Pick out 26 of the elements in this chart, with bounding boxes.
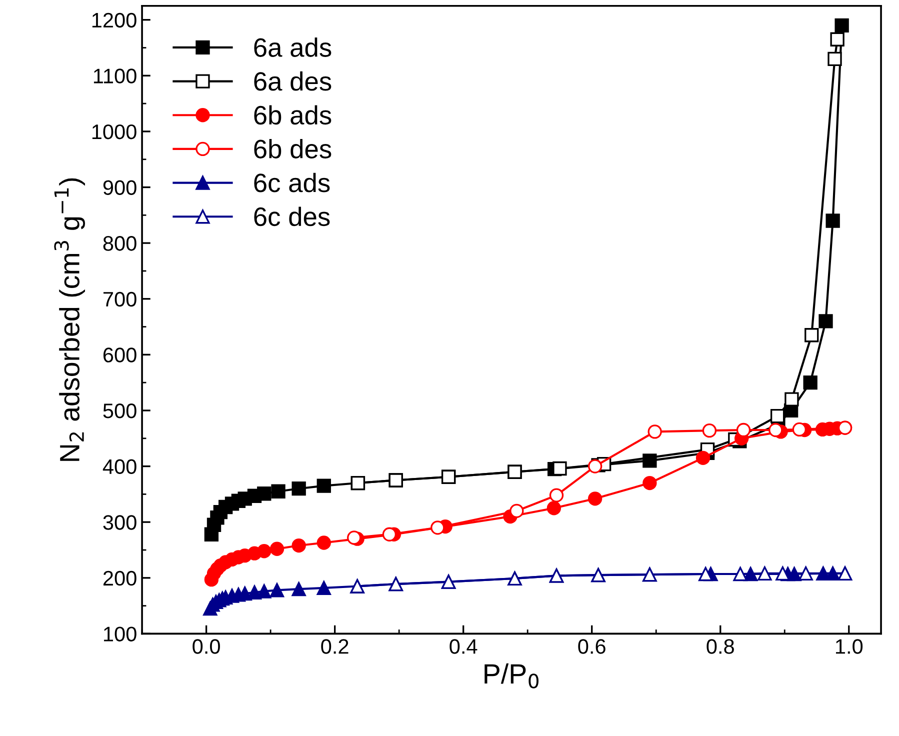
y-tick-label: 600	[103, 348, 136, 362]
y-tick-label: 500	[103, 403, 136, 418]
legend-label: 6a des	[254, 71, 332, 91]
y-tick-label: 400	[102, 459, 136, 474]
x-tick-label: 0.6	[578, 639, 606, 654]
y-axis-title: N$_{2}$ adsorbed (cm$^{3}$ g$^{−1}$)	[54, 178, 85, 461]
x-tick-label: 0.4	[450, 639, 478, 654]
y-tick-label: 200	[103, 570, 136, 586]
y-tick-label: 1100	[94, 68, 136, 84]
legend-label: 6b ads	[254, 105, 332, 125]
x-tick-label: 0.0	[192, 639, 220, 654]
y-tick-label: 700	[103, 292, 136, 307]
x-axis-title: P/P$_{0}$	[484, 663, 538, 688]
legend-label: 6c ads	[254, 172, 330, 192]
y-tick-label: 300	[103, 515, 136, 530]
legend-label: 6a ads	[254, 38, 332, 57]
x-tick-label: 0.2	[321, 639, 348, 654]
y-tick-label: 900	[103, 180, 136, 196]
x-tick-label: 0.8	[706, 639, 734, 654]
x-tick-label: 1.0	[836, 639, 863, 654]
legend-label: 6c des	[254, 206, 330, 226]
y-tick-label: 1000	[92, 124, 136, 140]
legend-label: 6b des	[254, 139, 332, 158]
y-tick-label: 100	[104, 626, 136, 642]
y-tick-label: 1200	[92, 12, 136, 28]
y-tick-label: 800	[103, 236, 136, 251]
